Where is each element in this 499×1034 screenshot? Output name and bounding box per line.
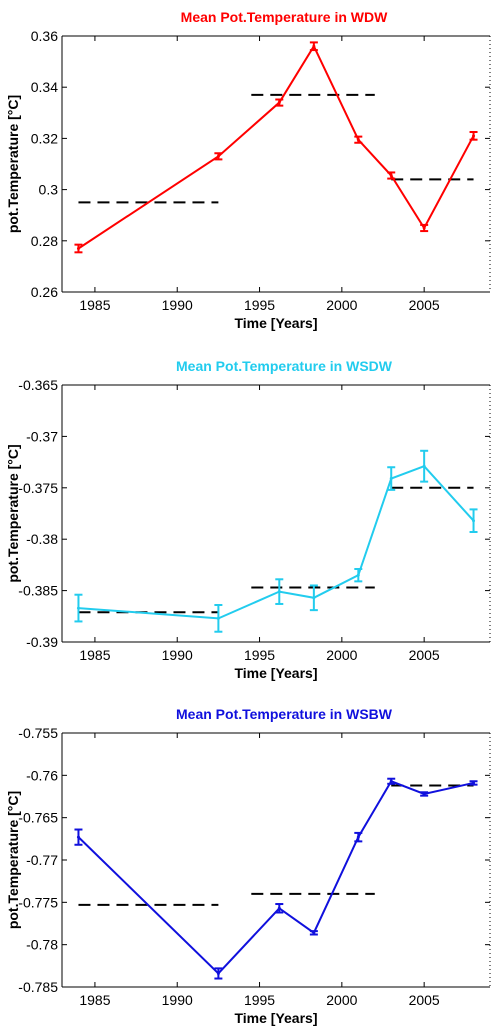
- chart-title: Mean Pot.Temperature in WDW: [181, 9, 388, 25]
- y-tick-label: -0.39: [26, 634, 58, 650]
- x-tick-label: 2005: [409, 992, 440, 1008]
- data-point: [216, 971, 220, 975]
- x-tick-label: 1990: [162, 992, 193, 1008]
- wdw-chart-panel: Mean Pot.Temperature in WDW 0.26 0.28 0.3 0.…: [0, 0, 499, 345]
- x-tick-label: 1995: [244, 992, 275, 1008]
- x-tick-label: 2000: [326, 647, 357, 663]
- wdw-chart: Mean Pot.Temperature in WDW 0.26 0.28 0.3 0.…: [5, 9, 491, 331]
- y-tick-label: -0.38: [26, 531, 58, 547]
- x-tick-label: 1995: [244, 647, 275, 663]
- y-tick-label: 0.28: [31, 233, 58, 249]
- y-tick-label: 0.3: [39, 182, 59, 198]
- y-tick-label: -0.365: [18, 377, 58, 393]
- y-tick-label: -0.77: [26, 852, 58, 868]
- data-point: [422, 226, 426, 230]
- data-point: [216, 616, 220, 620]
- y-tick-label: -0.765: [18, 810, 58, 826]
- x-axis-label: Time [Years]: [234, 315, 317, 331]
- y-tick-label: -0.375: [18, 480, 58, 496]
- data-point: [76, 246, 80, 250]
- data-point: [422, 464, 426, 468]
- y-tick-label: -0.385: [18, 583, 58, 599]
- chart-title: Mean Pot.Temperature in WSBW: [176, 706, 393, 722]
- data-point: [356, 573, 360, 577]
- x-tick-label: 1985: [79, 647, 110, 663]
- wsbw-chart-panel: Mean Pot.Temperature in WSBW -0.785 -0.78 -…: [0, 690, 499, 1034]
- y-tick-label: 0.32: [31, 130, 58, 146]
- data-point: [472, 519, 476, 523]
- x-tick-label: 2005: [409, 297, 440, 313]
- data-point: [277, 590, 281, 594]
- data-point: [76, 835, 80, 839]
- y-axis-label: pot.Temperature [°C]: [5, 791, 21, 929]
- x-tick-label: 1990: [162, 297, 193, 313]
- data-point: [76, 606, 80, 610]
- data-point: [389, 174, 393, 178]
- wsdw-chart-panel: Mean Pot.Temperature in WSDW -0.39 -0.385 -…: [0, 345, 499, 690]
- data-point: [422, 792, 426, 796]
- data-point: [312, 931, 316, 935]
- series-line: [77, 780, 474, 975]
- x-tick-label: 1985: [79, 297, 110, 313]
- data-point: [277, 101, 281, 105]
- data-point: [312, 596, 316, 600]
- wsbw-chart: Mean Pot.Temperature in WSBW -0.785 -0.78 -…: [5, 706, 491, 1026]
- data-point: [389, 477, 393, 481]
- series-line: [78, 465, 475, 620]
- wsdw-chart: Mean Pot.Temperature in WSDW -0.39 -0.385 -…: [5, 358, 491, 681]
- x-tick-label: 1985: [79, 992, 110, 1008]
- data-point: [216, 154, 220, 158]
- x-axis-label: Time [Years]: [234, 665, 317, 681]
- x-tick-label: 2005: [409, 647, 440, 663]
- data-point: [472, 134, 476, 138]
- series-line: [77, 44, 475, 250]
- chart-title: Mean Pot.Temperature in WSDW: [176, 358, 393, 374]
- data-point: [277, 906, 281, 910]
- y-tick-label: 0.34: [31, 79, 58, 95]
- y-tick-label: -0.76: [26, 767, 58, 783]
- x-tick-label: 2000: [326, 297, 357, 313]
- data-point: [472, 781, 476, 785]
- y-tick-label: -0.785: [18, 979, 58, 995]
- x-tick-label: 1990: [162, 647, 193, 663]
- x-tick-label: 2000: [326, 992, 357, 1008]
- y-tick-label: -0.755: [18, 725, 58, 741]
- y-tick-label: 0.26: [31, 284, 58, 300]
- y-axis-label: pot.Temperature [°C]: [5, 444, 21, 582]
- data-point: [356, 138, 360, 142]
- x-axis-label: Time [Years]: [234, 1010, 317, 1026]
- y-tick-label: -0.78: [26, 937, 58, 953]
- x-tick-label: 1995: [244, 297, 275, 313]
- y-tick-label: 0.36: [31, 28, 58, 44]
- y-axis-label: pot.Temperature [°C]: [5, 95, 21, 233]
- data-point: [356, 835, 360, 839]
- y-tick-label: -0.37: [26, 428, 58, 444]
- data-point: [389, 779, 393, 783]
- y-tick-label: -0.775: [18, 894, 58, 910]
- data-point: [312, 44, 316, 48]
